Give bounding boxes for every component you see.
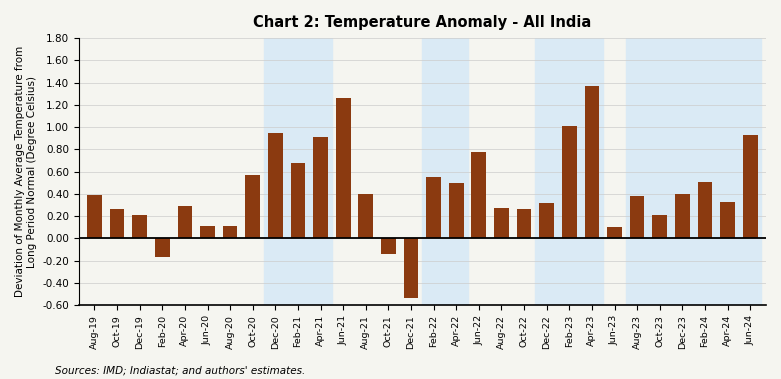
Bar — [268, 133, 283, 238]
Bar — [426, 177, 441, 238]
Bar — [87, 195, 102, 238]
Bar — [404, 238, 419, 298]
Y-axis label: Deviation of Monthly Average Temperature from
Long Period Normal (Degree Celsius: Deviation of Monthly Average Temperature… — [15, 46, 37, 297]
Bar — [675, 194, 690, 238]
Bar — [629, 196, 644, 238]
Text: Sources: IMD; Indiastat; and authors' estimates.: Sources: IMD; Indiastat; and authors' es… — [55, 365, 305, 375]
Bar — [358, 194, 373, 238]
Bar — [245, 175, 260, 238]
Bar — [109, 210, 124, 238]
Bar — [607, 227, 622, 238]
Bar — [562, 126, 576, 238]
Bar — [449, 183, 464, 238]
Bar — [720, 202, 735, 238]
Bar — [155, 238, 169, 257]
Bar — [381, 238, 396, 254]
Bar — [535, 38, 603, 305]
Bar — [472, 152, 487, 238]
Bar — [652, 215, 667, 238]
Bar — [494, 208, 508, 238]
Bar — [584, 86, 599, 238]
Bar — [423, 38, 468, 305]
Bar — [697, 182, 712, 238]
Bar — [132, 215, 147, 238]
Bar — [540, 203, 554, 238]
Bar — [626, 38, 761, 305]
Bar — [223, 226, 237, 238]
Bar — [291, 163, 305, 238]
Bar — [264, 38, 332, 305]
Bar — [177, 206, 192, 238]
Bar — [743, 135, 758, 238]
Bar — [200, 226, 215, 238]
Bar — [517, 210, 531, 238]
Title: Chart 2: Temperature Anomaly - All India: Chart 2: Temperature Anomaly - All India — [253, 15, 591, 30]
Bar — [336, 98, 351, 238]
Bar — [313, 137, 328, 238]
